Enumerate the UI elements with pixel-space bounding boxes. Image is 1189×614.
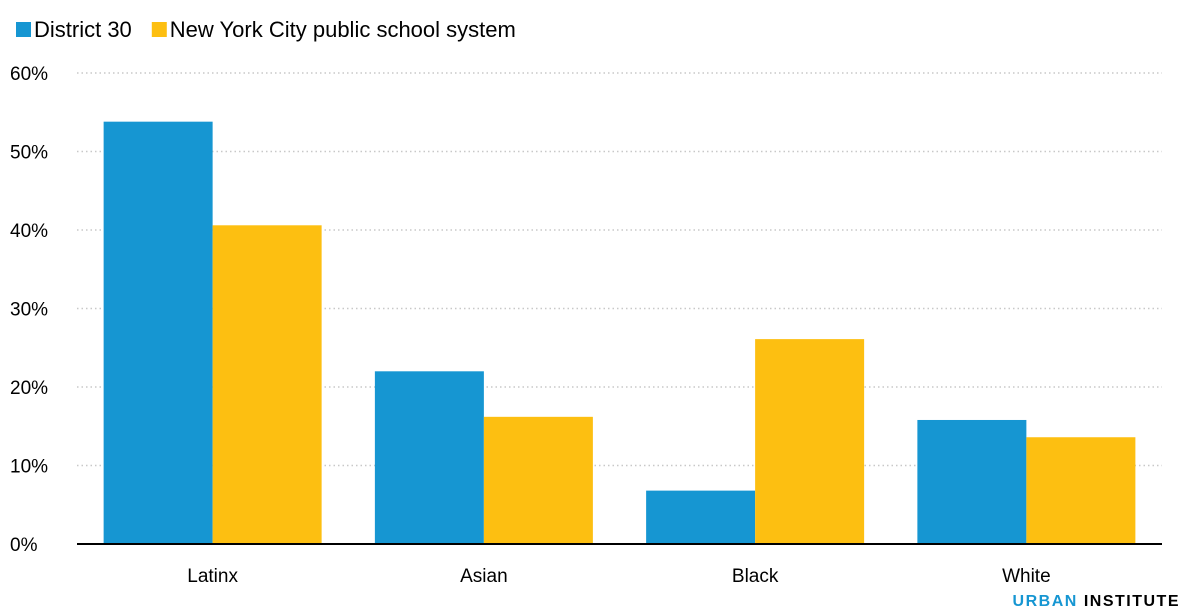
y-tick-label: 20% [10, 378, 48, 399]
x-category-label: White [1002, 566, 1051, 587]
bar-black-series-0 [646, 490, 756, 544]
x-category-label: Latinx [187, 566, 238, 587]
legend-label-0: District 30 [34, 17, 132, 42]
brand-logo: URBAN INSTITUTE [1013, 593, 1180, 610]
x-category-label: Black [732, 566, 779, 587]
bar-asian-series-1 [483, 416, 593, 544]
brand-urban: URBAN [1013, 593, 1078, 610]
bars [103, 121, 1136, 545]
y-tick-label: 50% [10, 143, 48, 164]
bar-black-series-1 [755, 339, 865, 544]
bar-white-series-0 [917, 419, 1027, 544]
legend-swatch-0 [16, 22, 31, 37]
y-tick-label: 40% [10, 221, 48, 242]
brand-institute: INSTITUTE [1084, 593, 1180, 610]
bar-latinx-series-1 [212, 225, 322, 545]
bar-latinx-series-0 [103, 121, 213, 545]
y-tick-label: 60% [10, 64, 48, 85]
bar-white-series-1 [1026, 437, 1136, 544]
y-tick-label: 0% [10, 535, 38, 556]
y-axis-ticks: 0% 10% 20% 30% 40% 50% 60% [10, 64, 48, 556]
legend-swatch-1 [151, 22, 167, 37]
bar-asian-series-0 [374, 371, 484, 544]
legend: District 30 New York City public school s… [16, 17, 516, 42]
x-category-label: Asian [460, 566, 508, 587]
y-tick-label: 10% [10, 457, 48, 478]
y-tick-label: 30% [10, 300, 48, 321]
x-axis-labels: Latinx Asian Black White [187, 566, 1050, 587]
legend-label-1: New York City public school system [170, 17, 516, 42]
